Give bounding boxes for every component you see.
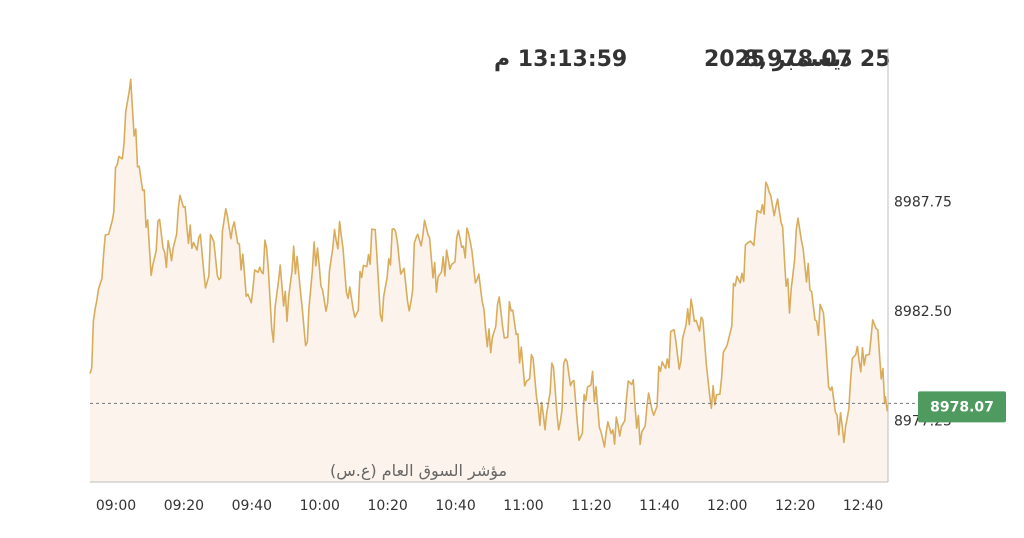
x-tick-label: 11:20 (571, 498, 611, 514)
x-tick-label: 09:20 (164, 498, 204, 514)
header-time: 13:13:59 م (494, 47, 627, 72)
header-date: 25 ديسمبر 2025 (704, 47, 891, 72)
x-tick-label: 09:00 (96, 498, 136, 514)
header-value: 8,978.07 (743, 47, 852, 72)
price-line (89, 78, 889, 448)
x-tick-label: 11:00 (503, 498, 543, 514)
price-area (90, 79, 888, 483)
x-tick-label: 12:00 (707, 498, 747, 514)
current-value-badge-text: 8978.07 (930, 399, 994, 415)
x-tick-label: 10:20 (367, 498, 407, 514)
x-tick-label: 12:40 (843, 498, 883, 514)
x-tick-label: 10:00 (300, 498, 340, 514)
x-axis: 09:00 09:20 09:40 10:00 10:20 10:40 11:00 11:20… (96, 498, 883, 514)
x-tick-label: 10:40 (435, 498, 475, 514)
y-tick-label: 8982.50 (894, 304, 952, 320)
y-tick-label: 8987.75 (894, 194, 952, 210)
current-value-badge-bg (918, 391, 1006, 423)
x-tick-label: 11:40 (639, 498, 679, 514)
x-tick-label: 09:40 (232, 498, 272, 514)
plot-area (89, 78, 918, 483)
x-tick-label: 12:20 (775, 498, 815, 514)
current-value-badge: 8978.07 (918, 391, 1006, 423)
index-name-label: مؤشر السوق العام (ع.س) (330, 461, 507, 481)
